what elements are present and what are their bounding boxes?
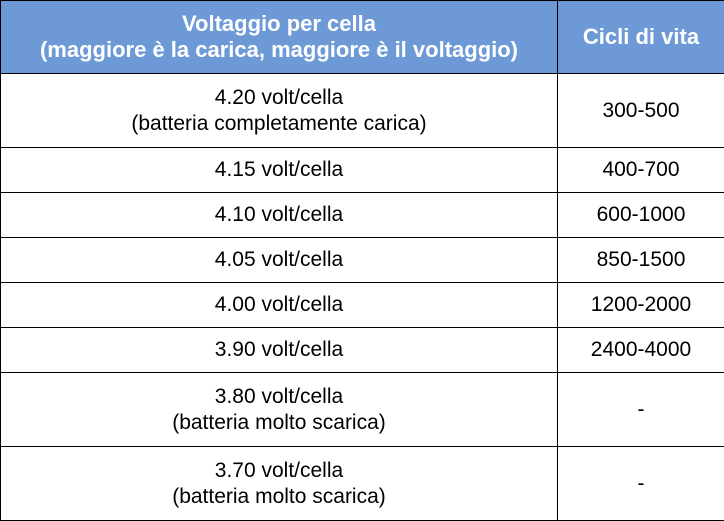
table-row: 3.80 volt/cella (batteria molto scarica)… xyxy=(1,373,724,447)
voltage-value: 4.15 volt/cella xyxy=(7,157,551,183)
table-row: 3.90 volt/cella 2400-4000 xyxy=(1,328,724,373)
cycles-cell: 1200-2000 xyxy=(558,283,724,328)
voltage-header-title: Voltaggio per cella xyxy=(7,11,551,37)
voltage-value: 4.20 volt/cella xyxy=(7,85,551,111)
voltage-column-header: Voltaggio per cella (maggiore è la caric… xyxy=(1,1,558,74)
cycles-cell: 300-500 xyxy=(558,74,724,148)
voltage-cell: 3.80 volt/cella (batteria molto scarica) xyxy=(1,373,558,447)
voltage-cell: 4.05 volt/cella xyxy=(1,238,558,283)
voltage-header-subtitle: (maggiore è la carica, maggiore è il vol… xyxy=(7,37,551,63)
cycles-cell: 600-1000 xyxy=(558,193,724,238)
cycles-cell: 850-1500 xyxy=(558,238,724,283)
table-row: 4.05 volt/cella 850-1500 xyxy=(1,238,724,283)
voltage-value: 3.90 volt/cella xyxy=(7,337,551,363)
table-row: 4.00 volt/cella 1200-2000 xyxy=(1,283,724,328)
cycles-cell: - xyxy=(558,447,724,521)
table-row: 4.15 volt/cella 400-700 xyxy=(1,148,724,193)
voltage-value: 3.80 volt/cella xyxy=(7,384,551,410)
voltage-value: 4.05 volt/cella xyxy=(7,247,551,273)
voltage-note: (batteria completamente carica) xyxy=(7,111,551,137)
table-row: 4.10 volt/cella 600-1000 xyxy=(1,193,724,238)
voltage-note: (batteria molto scarica) xyxy=(7,410,551,436)
cycles-column-header: Cicli di vita xyxy=(558,1,724,74)
voltage-cell: 4.20 volt/cella (batteria completamente … xyxy=(1,74,558,148)
voltage-value: 3.70 volt/cella xyxy=(7,458,551,484)
voltage-cell: 4.10 volt/cella xyxy=(1,193,558,238)
table-header-row: Voltaggio per cella (maggiore è la caric… xyxy=(1,1,724,74)
cycles-cell: 2400-4000 xyxy=(558,328,724,373)
cycles-cell: 400-700 xyxy=(558,148,724,193)
table-row: 3.70 volt/cella (batteria molto scarica)… xyxy=(1,447,724,521)
voltage-cell: 4.00 volt/cella xyxy=(1,283,558,328)
voltage-value: 4.00 volt/cella xyxy=(7,292,551,318)
voltage-cell: 4.15 volt/cella xyxy=(1,148,558,193)
voltage-cell: 3.70 volt/cella (batteria molto scarica) xyxy=(1,447,558,521)
table-row: 4.20 volt/cella (batteria completamente … xyxy=(1,74,724,148)
cycles-cell: - xyxy=(558,373,724,447)
voltage-value: 4.10 volt/cella xyxy=(7,202,551,228)
voltage-cell: 3.90 volt/cella xyxy=(1,328,558,373)
voltage-note: (batteria molto scarica) xyxy=(7,484,551,510)
